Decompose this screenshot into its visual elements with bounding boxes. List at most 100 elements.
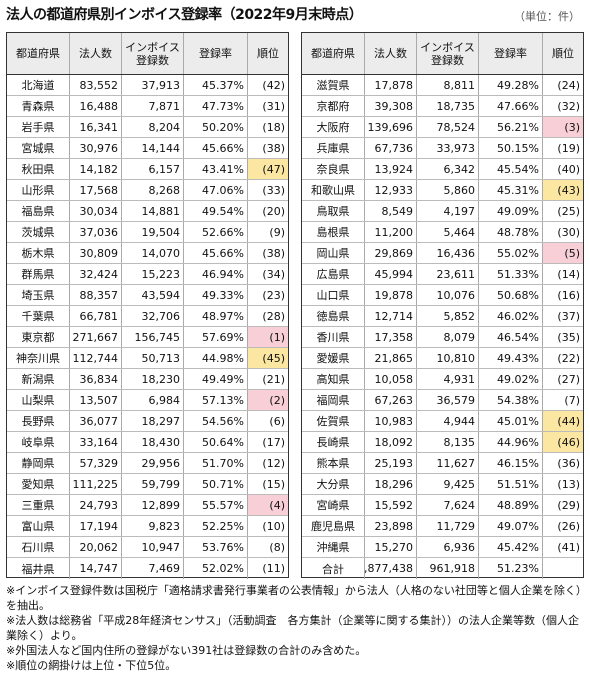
invoice-count-cell: 5,852 bbox=[417, 306, 479, 326]
table-row: 山梨県 13,507 6,984 57.13% (2) bbox=[7, 390, 288, 411]
prefecture-cell: 京都府 bbox=[302, 96, 365, 116]
invoice-count-cell: 10,947 bbox=[122, 537, 184, 557]
invoice-count-cell: 14,070 bbox=[122, 243, 184, 263]
rank-cell: (25) bbox=[557, 204, 580, 218]
rank-cell: (29) bbox=[557, 498, 580, 512]
table-row: 高知県 10,058 4,931 49.02% (27) bbox=[302, 369, 583, 390]
invoice-count-cell: 18,735 bbox=[417, 96, 479, 116]
invoice-count-cell: 11,729 bbox=[417, 516, 479, 536]
prefecture-cell: 宮崎県 bbox=[302, 495, 365, 515]
rate-cell: 45.66% bbox=[184, 138, 248, 158]
table-row: 香川県 17,358 8,079 46.54% (35) bbox=[302, 327, 583, 348]
table-row: 愛知県 111,225 59,799 50.71% (15) bbox=[7, 474, 288, 495]
rank-cell: (3) bbox=[543, 117, 583, 137]
invoice-count-cell: 6,936 bbox=[417, 537, 479, 557]
rank-cell bbox=[543, 558, 583, 579]
rank-cell: (46) bbox=[543, 432, 583, 452]
rank-cell: (28) bbox=[262, 309, 285, 323]
invoice-count-cell: 12,899 bbox=[122, 495, 184, 515]
invoice-count-cell: 59,799 bbox=[122, 474, 184, 494]
table-row: 岡山県 29,869 16,436 55.02% (5) bbox=[302, 243, 583, 264]
rate-cell: 45.37% bbox=[184, 75, 248, 95]
rows-right: 滋賀県 17,878 8,811 49.28% (24) 京都府 39,308 18,735 4… bbox=[302, 75, 583, 579]
rate-cell: 54.38% bbox=[479, 390, 543, 410]
rate-cell: 45.01% bbox=[479, 411, 543, 431]
table-row: 長崎県 18,092 8,135 44.96% (46) bbox=[302, 432, 583, 453]
invoice-count-cell: 4,197 bbox=[417, 201, 479, 221]
rank-cell: (41) bbox=[557, 540, 580, 554]
prefecture-cell: 千葉県 bbox=[7, 306, 70, 326]
table-row: 岐阜県 33,164 18,430 50.64% (17) bbox=[7, 432, 288, 453]
invoice-count-cell: 16,436 bbox=[417, 243, 479, 263]
rank-cell: (24) bbox=[557, 78, 580, 92]
invoice-count-cell: 7,624 bbox=[417, 495, 479, 515]
prefecture-cell: 滋賀県 bbox=[302, 75, 365, 95]
rank-cell: (2) bbox=[248, 390, 288, 410]
table-row: 宮崎県 15,592 7,624 48.89% (29) bbox=[302, 495, 583, 516]
corporations-cell: 15,592 bbox=[365, 495, 417, 515]
corporations-cell: 36,077 bbox=[70, 411, 122, 431]
rank-cell: (34) bbox=[262, 267, 285, 281]
corporations-cell: 12,714 bbox=[365, 306, 417, 326]
corporations-cell: 24,793 bbox=[70, 495, 122, 515]
corporations-cell: 14,747 bbox=[70, 558, 122, 579]
corporations-cell: 30,809 bbox=[70, 243, 122, 263]
table-row: 山形県 17,568 8,268 47.06% (33) bbox=[7, 180, 288, 201]
corporations-cell: 15,270 bbox=[365, 537, 417, 557]
rate-cell: 44.98% bbox=[184, 348, 248, 368]
rate-cell: 52.25% bbox=[184, 516, 248, 536]
rank-cell: (21) bbox=[262, 372, 285, 386]
invoice-count-cell: 9,425 bbox=[417, 474, 479, 494]
rate-cell: 57.69% bbox=[184, 327, 248, 347]
table-right: 都道府県 法人数 インボイス 登録数 登録率 順位 滋賀県 17,878 8,811… bbox=[301, 32, 584, 579]
invoice-count-cell: 36,579 bbox=[417, 390, 479, 410]
rate-cell: 46.15% bbox=[479, 453, 543, 473]
header-rank: 順位 bbox=[257, 47, 279, 60]
prefecture-cell: 高知県 bbox=[302, 369, 365, 389]
corporations-cell: 20,062 bbox=[70, 537, 122, 557]
rank-cell: (5) bbox=[543, 243, 583, 263]
prefecture-cell: 新潟県 bbox=[7, 369, 70, 389]
prefecture-cell: 沖縄県 bbox=[302, 537, 365, 557]
rate-cell: 50.20% bbox=[184, 117, 248, 137]
table-row: 和歌山県 12,933 5,860 45.31% (43) bbox=[302, 180, 583, 201]
rank-cell: (20) bbox=[262, 204, 285, 218]
prefecture-cell: 静岡県 bbox=[7, 453, 70, 473]
prefecture-cell: 群馬県 bbox=[7, 264, 70, 284]
rank-cell: (40) bbox=[557, 162, 580, 176]
rank-cell: (27) bbox=[557, 372, 580, 386]
corporations-cell: 29,869 bbox=[365, 243, 417, 263]
invoice-count-cell: 14,881 bbox=[122, 201, 184, 221]
rank-cell: (37) bbox=[557, 309, 580, 323]
rank-cell: (22) bbox=[557, 351, 580, 365]
rate-cell: 49.49% bbox=[184, 369, 248, 389]
invoice-count-cell: 156,745 bbox=[122, 327, 184, 347]
rate-cell: 46.54% bbox=[479, 327, 543, 347]
rank-cell: (14) bbox=[557, 267, 580, 281]
prefecture-cell: 福島県 bbox=[7, 201, 70, 221]
invoice-count-cell: 78,524 bbox=[417, 117, 479, 137]
corporations-cell: 13,507 bbox=[70, 390, 122, 410]
rate-cell: 47.06% bbox=[184, 180, 248, 200]
rate-cell: 45.31% bbox=[479, 180, 543, 200]
table-row: 青森県 16,488 7,871 47.73% (31) bbox=[7, 96, 288, 117]
prefecture-cell: 秋田県 bbox=[7, 159, 70, 179]
prefecture-cell: 茨城県 bbox=[7, 222, 70, 242]
rank-cell: (47) bbox=[248, 159, 288, 179]
table-row: 富山県 17,194 9,823 52.25% (10) bbox=[7, 516, 288, 537]
header-rate: 登録率 bbox=[479, 33, 543, 74]
rank-cell: (6) bbox=[269, 414, 285, 428]
rate-cell: 50.15% bbox=[479, 138, 543, 158]
invoice-count-cell: 6,342 bbox=[417, 159, 479, 179]
rank-cell: (11) bbox=[262, 562, 285, 575]
prefecture-cell: 埼玉県 bbox=[7, 285, 70, 305]
rate-cell: 50.71% bbox=[184, 474, 248, 494]
rate-cell: 48.89% bbox=[479, 495, 543, 515]
footnote: ※外国法人など国内住所の登録がない391社は登録数の合計のみ含めた。 bbox=[6, 644, 367, 657]
corporations-cell: 17,878 bbox=[365, 75, 417, 95]
table-row: 神奈川県 112,744 50,713 44.98% (45) bbox=[7, 348, 288, 369]
corporations-cell: 13,924 bbox=[365, 159, 417, 179]
rate-cell: 52.66% bbox=[184, 222, 248, 242]
prefecture-cell: 佐賀県 bbox=[302, 411, 365, 431]
prefecture-cell: 岐阜県 bbox=[7, 432, 70, 452]
